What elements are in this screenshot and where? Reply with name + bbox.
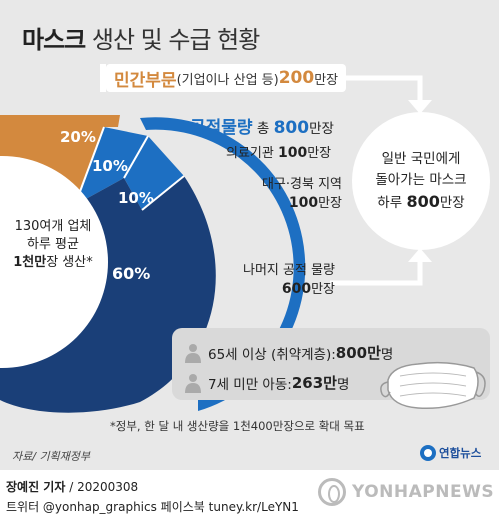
citizens-line3: 하루 800만장 <box>377 191 465 211</box>
arrow-private-head <box>408 100 432 114</box>
title-bold: 마스크 <box>22 26 86 54</box>
person-icon <box>185 343 201 363</box>
vulnerable-row-elderly: 65세 이상 (취약계층): 800만 명 <box>184 342 393 363</box>
private-unit: 만장 <box>314 72 339 88</box>
private-amount: 200 <box>278 68 315 88</box>
pct-rest: 60% <box>112 264 151 283</box>
rest-label: 나머지 공적 물량 600만장 <box>243 263 335 297</box>
yonhap-logo-icon <box>420 445 436 461</box>
daegu-label: 대구·경북 지역 100만장 <box>261 177 342 211</box>
medical-label: 의료기관 100만장 <box>226 145 332 161</box>
pct-daegu: 10% <box>118 189 154 207</box>
person-icon <box>185 373 201 393</box>
source: 자료/ 기획재정부 <box>12 450 91 463</box>
inner-circle <box>0 156 108 368</box>
citizens-line2: 돌아가는 마스크 <box>375 171 467 188</box>
slice-medical <box>75 127 148 205</box>
mask-supply-wheel <box>0 64 432 413</box>
credit: 장예진 기자 / 20200308 <box>6 480 139 494</box>
pct-medical: 10% <box>92 157 128 175</box>
private-ring <box>0 115 120 127</box>
production-line2: 하루 평균 <box>27 237 79 252</box>
footnote: *정부, 한 달 내 생산량을 1천400만장으로 확대 목표 <box>110 419 365 433</box>
private-detail: (기업이나 산업 등) <box>176 72 279 88</box>
arrow-rest <box>330 260 423 286</box>
private-name: 민간부문 <box>114 70 177 91</box>
citizen-supply-circle: 일반 국민에게 돌아가는 마스크 하루 800만장 <box>352 112 490 250</box>
pct-private: 20% <box>60 128 96 146</box>
arrow-rest-head <box>408 248 432 262</box>
yonhap-logo: 연합뉴스 <box>420 445 481 461</box>
social-links: 트위터 @yonhap_graphics 페이스북 tuney.kr/LeYN1 <box>6 500 299 514</box>
production-caption: 130여개 업체 하루 평균 1천만장 생산* <box>8 218 98 272</box>
slice-daegu <box>124 136 184 210</box>
vulnerable-row-children: 7세 미만 아동: 263만 명 <box>184 372 349 393</box>
watermark-logo-icon <box>318 478 346 506</box>
production-line1: 130여개 업체 <box>14 219 92 234</box>
production-line3: 1천만장 생산* <box>13 255 93 270</box>
mask-illustration <box>380 361 486 410</box>
public-label: 공적물량 총 800만장 <box>190 118 334 138</box>
title-rest: 생산 및 수급 현황 <box>85 26 260 54</box>
watermark: YONHAPNEWS <box>318 478 494 506</box>
arrow-private <box>330 75 423 102</box>
private-sector-label: 민간부문 (기업이나 산업 등) 200 만장 <box>106 64 347 92</box>
citizens-line1: 일반 국민에게 <box>381 150 461 167</box>
page-title: 마스크 생산 및 수급 현황 <box>22 20 260 55</box>
